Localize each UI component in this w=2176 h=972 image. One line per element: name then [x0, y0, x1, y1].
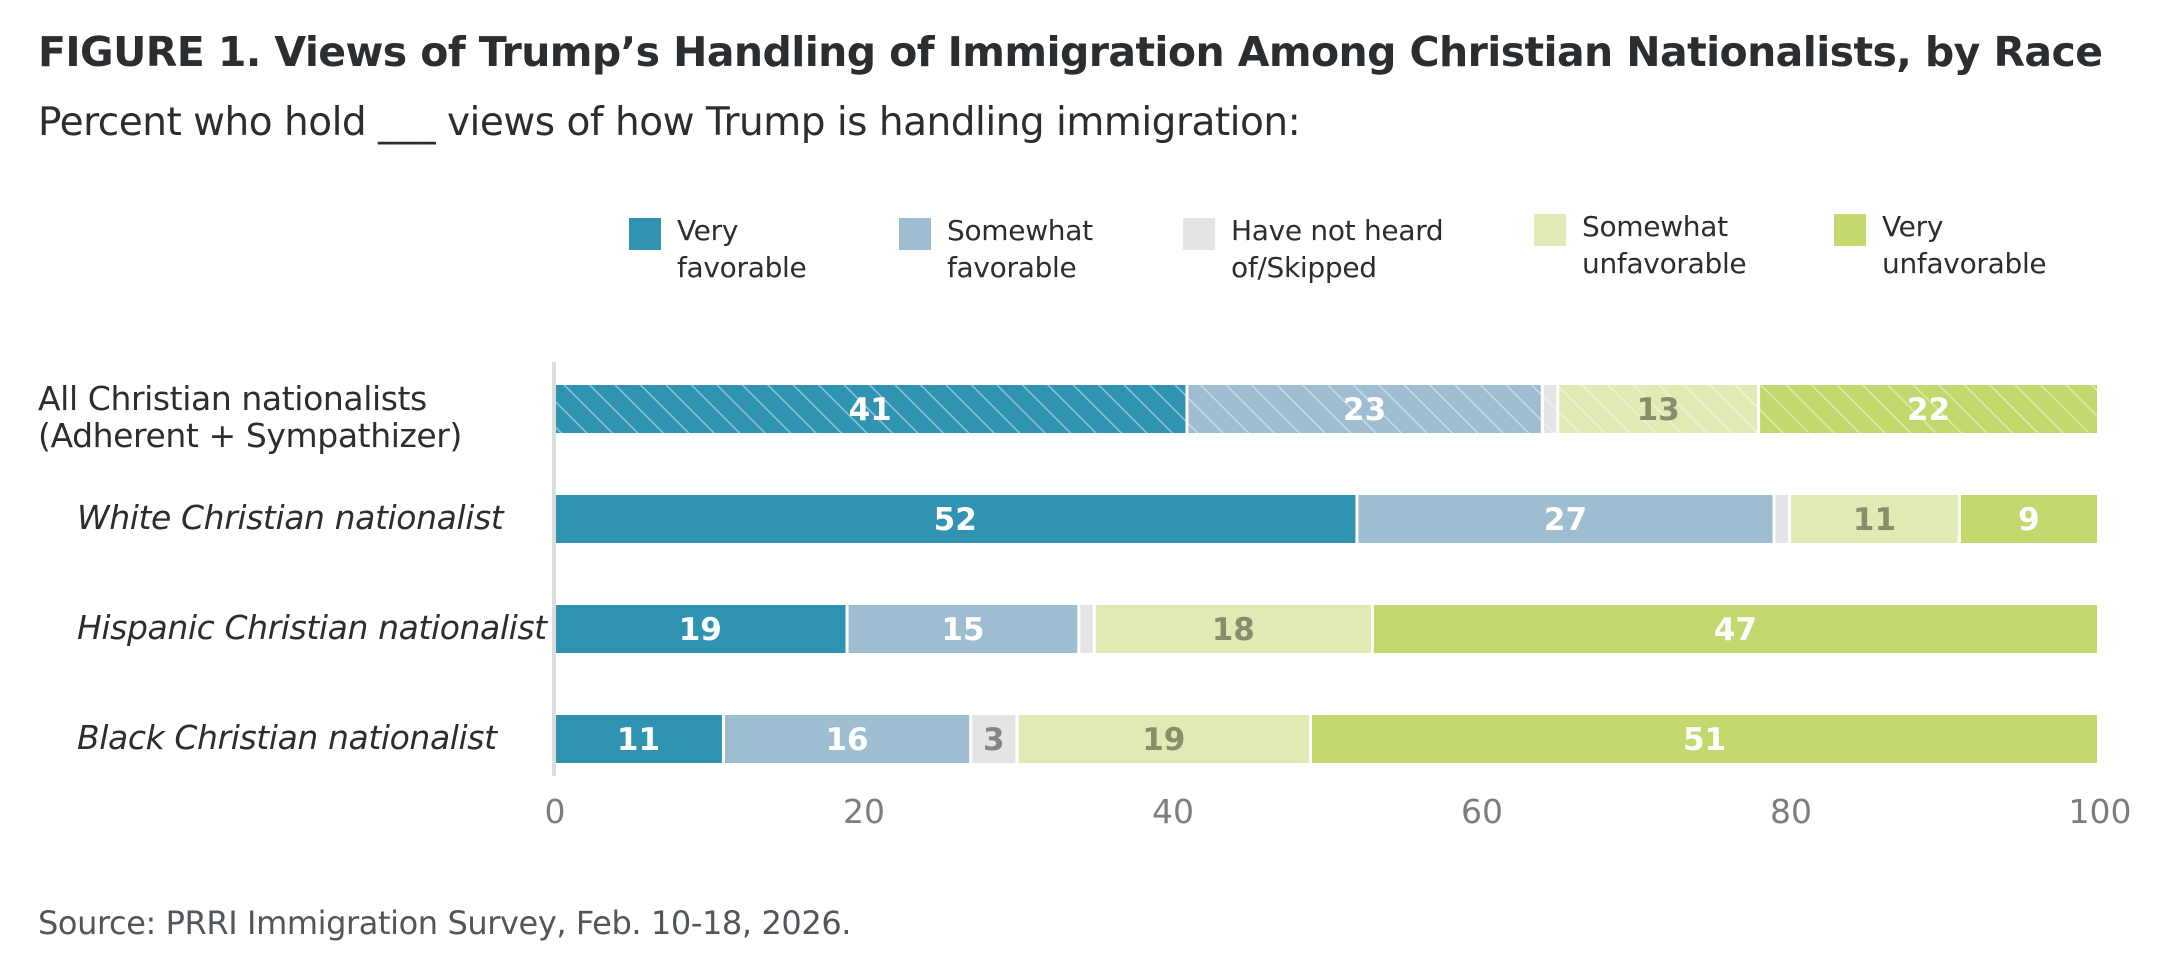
data-label: 11	[1853, 502, 1896, 538]
legend-item-somewhat-unfavorable: Somewhat unfavorable	[1534, 210, 1747, 282]
data-label: 9	[2018, 502, 2040, 538]
chart-title: FIGURE 1. Views of Trump’s Handling of I…	[38, 28, 2103, 76]
bar-segment-have-not-heard-of-skipped	[972, 715, 1016, 763]
data-label: 47	[1714, 612, 1757, 648]
data-label: 13	[1637, 392, 1680, 428]
bar-segment-hatch	[555, 385, 1186, 433]
legend-item-very-unfavorable: Very unfavorable	[1834, 210, 2047, 282]
x-tick-label: 60	[1461, 792, 1503, 831]
bar-segment-somewhat-unfavorable	[1018, 715, 1310, 763]
row-label-white-christian-nationalist: White Christian nationalist	[77, 498, 504, 537]
x-tick-label: 20	[843, 792, 885, 831]
legend-item-not-heard: Have not heard of/Skipped	[1183, 214, 1444, 286]
bar-segment-very-favorable	[555, 495, 1356, 543]
legend-item-somewhat-favorable: Somewhat favorable	[899, 214, 1093, 286]
bar-segment-somewhat-favorable	[724, 715, 970, 763]
data-label: 27	[1544, 502, 1587, 538]
legend-swatch-not-heard	[1183, 218, 1215, 250]
legend-swatch-somewhat-favorable	[899, 218, 931, 250]
legend-swatch-very-unfavorable	[1834, 214, 1866, 246]
y-axis-line	[552, 362, 556, 776]
data-label: 52	[934, 502, 977, 538]
legend-swatch-somewhat-unfavorable	[1534, 214, 1566, 246]
legend-label: Very unfavorable	[1882, 210, 2047, 280]
data-label: 19	[679, 612, 722, 648]
data-label: 11	[617, 722, 660, 758]
data-label: 22	[1907, 392, 1950, 428]
chart-subtitle: Percent who hold ___ views of how Trump …	[38, 100, 1301, 145]
legend-label: Very favorable	[677, 214, 807, 284]
bar-segment-hatch	[1760, 385, 2097, 433]
data-label: 15	[941, 612, 984, 648]
row-label-black-christian-nationalist: Black Christian nationalist	[77, 718, 497, 757]
data-label: 23	[1343, 392, 1386, 428]
bar-segment-very-unfavorable	[1373, 605, 2097, 653]
bar-segment-somewhat-unfavorable	[1095, 605, 1371, 653]
data-label: 3	[983, 722, 1005, 758]
bar-segment-somewhat-favorable	[1358, 495, 1773, 543]
row-label-all-christian-nationalists: All Christian nationalists (Adherent + S…	[38, 379, 462, 455]
x-tick-label: 100	[2068, 792, 2132, 831]
bar-segment-very-unfavorable	[1960, 495, 2097, 543]
bar-segment-hatch	[1559, 385, 1758, 433]
row-label-hispanic-christian-nationalist: Hispanic Christian nationalist	[77, 608, 547, 647]
bar-segment-have-not-heard-of-skipped	[1775, 495, 1788, 543]
data-label: 19	[1142, 722, 1185, 758]
legend-label: Have not heard of/Skipped	[1231, 214, 1444, 284]
bar-segment-somewhat-favorable	[848, 605, 1078, 653]
bar-segment-have-not-heard-of-skipped	[1080, 605, 1093, 653]
bar-segment-very-favorable	[555, 605, 846, 653]
data-label: 41	[849, 392, 892, 428]
legend-label: Somewhat unfavorable	[1582, 210, 1747, 280]
legend-item-very-favorable: Very favorable	[629, 214, 807, 286]
data-label: 18	[1212, 612, 1255, 648]
x-tick-label: 40	[1152, 792, 1194, 831]
legend-swatch-very-favorable	[629, 218, 661, 250]
data-label: 51	[1683, 722, 1726, 758]
source-note: Source: PRRI Immigration Survey, Feb. 10…	[38, 904, 852, 942]
bar-segment-hatch	[1188, 385, 1541, 433]
bar-segment-somewhat-unfavorable	[1791, 495, 1958, 543]
legend-label: Somewhat favorable	[947, 214, 1093, 284]
bar-segment-very-favorable	[555, 715, 722, 763]
bar-segment-hatch	[1543, 385, 1557, 433]
x-tick-label: 80	[1770, 792, 1812, 831]
x-tick-label: 0	[544, 792, 566, 831]
data-label: 16	[825, 722, 868, 758]
bar-segment-very-unfavorable	[1312, 715, 2097, 763]
